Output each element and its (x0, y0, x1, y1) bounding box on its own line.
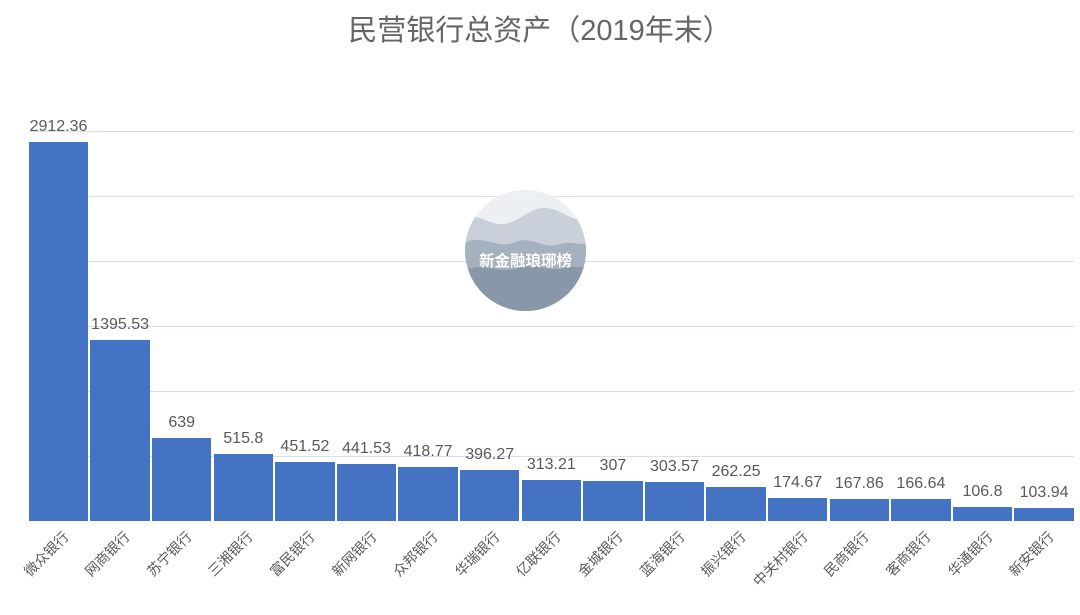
svg-text:新金融琅琊榜: 新金融琅琊榜 (479, 251, 572, 270)
